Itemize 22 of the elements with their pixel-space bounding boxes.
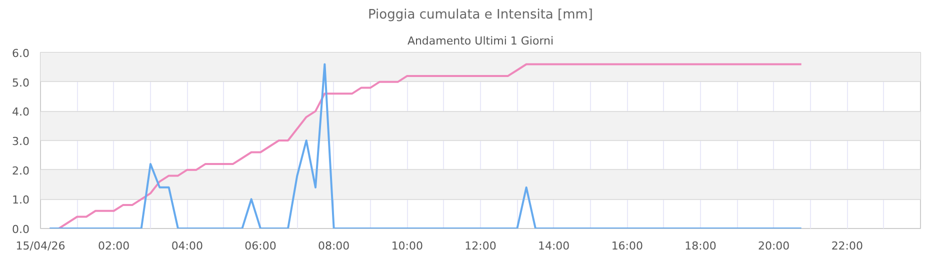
y-tick-label: 4.0 xyxy=(12,106,30,119)
x-tick-label: 06:00 xyxy=(244,240,276,252)
y-tick-label: 5.0 xyxy=(12,76,30,90)
x-tick-label: 10:00 xyxy=(391,240,424,252)
y-tick-label: 1.0 xyxy=(12,194,30,207)
x-tick-label: 02:00 xyxy=(98,240,130,252)
x-tick-label: 18:00 xyxy=(684,240,716,252)
x-tick-label: 16:00 xyxy=(611,240,644,252)
x-tick-label: 04:00 xyxy=(171,240,204,252)
y-tick-label: 2.0 xyxy=(12,164,30,178)
x-tick-label: 22:00 xyxy=(831,240,864,252)
x-tick-label: 20:00 xyxy=(758,240,790,252)
x-tick-label: 15/04/26 xyxy=(16,240,66,252)
x-tick-label: 12:00 xyxy=(464,240,496,252)
y-tick-label: 6.0 xyxy=(12,47,30,60)
chart-title: Pioggia cumulata e Intensita [mm] xyxy=(368,8,594,22)
chart-subtitle: Andamento Ultimi 1 Giorni xyxy=(407,34,554,48)
x-tick-label: 14:00 xyxy=(538,240,570,252)
y-tick-label: 0.0 xyxy=(12,223,30,236)
y-tick-label: 3.0 xyxy=(12,135,30,148)
x-tick-label: 08:00 xyxy=(318,240,350,252)
line-series xyxy=(48,63,802,228)
